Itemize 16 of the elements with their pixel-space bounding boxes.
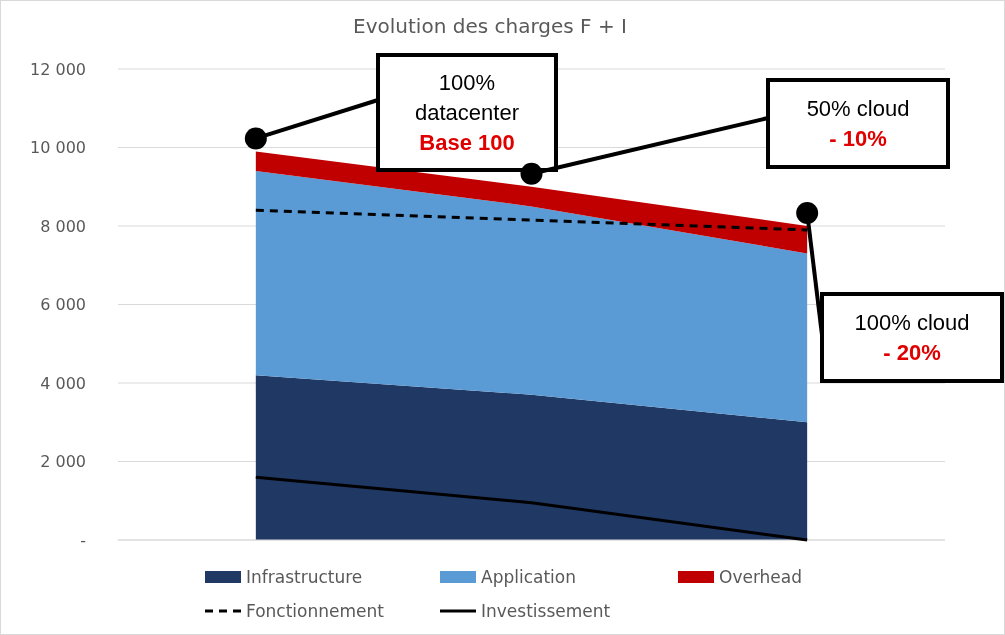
legend-label: Infrastructure: [246, 566, 363, 587]
y-tick-label: -: [80, 530, 86, 550]
y-tick-label: 2 000: [40, 452, 86, 472]
y-tick-label: 6 000: [40, 295, 86, 315]
y-tick-label: 10 000: [30, 138, 86, 158]
y-tick-label: 8 000: [40, 216, 86, 236]
annotation: 100% cloud - 20%: [854, 310, 970, 366]
legend-label: Investissement: [481, 600, 611, 621]
y-tick-label: 12 000: [30, 59, 86, 79]
y-tick-label: 4 000: [40, 373, 86, 393]
legend-label: Fonctionnement: [246, 600, 385, 621]
chart-title: Evolution des charges F + I: [353, 14, 627, 38]
legend-label: Application: [481, 566, 576, 587]
annotation: 100% datacenter Base 100: [415, 70, 519, 156]
annotation: 50% cloud - 10%: [806, 96, 910, 152]
legend-label: Overhead: [719, 566, 803, 587]
